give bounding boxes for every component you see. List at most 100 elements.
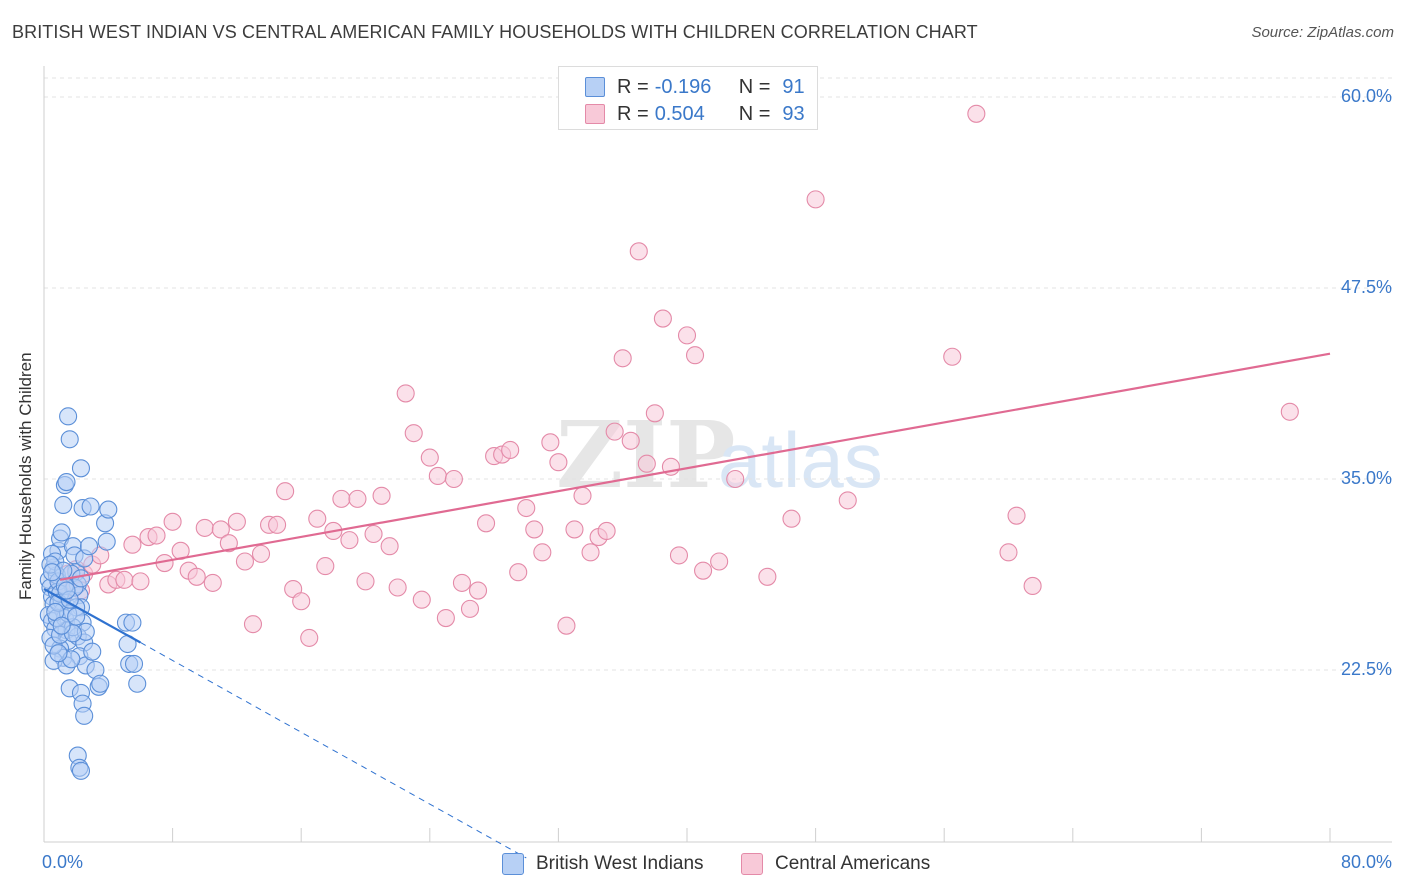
british-west-indians-point [71,761,91,780]
central-americans-point [444,469,463,489]
central-americans-point [203,573,222,592]
legend-n-label: N = [738,102,771,125]
central-americans-point [372,486,391,505]
legend-swatch-pink [585,104,605,124]
british-west-indians-point [97,532,116,551]
central-americans-point [115,570,134,589]
central-americans-point [452,573,472,592]
central-americans-point [967,104,986,123]
central-americans-point [187,567,206,586]
central-americans-point [694,561,713,580]
british-west-indians-point [52,523,71,542]
british-west-indians-point [99,500,118,519]
central-americans-point [565,520,584,539]
british-west-indians-point [42,563,62,582]
y-tick-label: 47.5% [1340,277,1392,297]
central-americans-point [131,572,150,591]
central-americans-point [211,520,230,539]
central-americans-point [380,537,399,556]
central-americans-point [525,520,544,539]
british-west-indians-point [57,473,76,492]
source-label: Source: ZipAtlas.com [1251,24,1394,41]
central-americans-point [838,491,857,510]
central-americans-point [195,518,214,537]
central-americans-point [420,448,439,467]
central-americans-point [605,422,624,441]
central-americans-point [557,616,576,635]
central-americans-point [597,521,616,541]
british-west-indians-point [49,644,68,663]
central-americans-point [782,509,801,528]
central-americans-point [412,590,431,609]
legend-n-label: N = [738,75,771,98]
british-west-indians-point [75,706,94,725]
central-americans-point [396,384,415,403]
central-americans-point [517,498,536,518]
y-tick-label: 22.5% [1340,659,1392,679]
legend-r-label: R = [617,102,649,125]
central-americans-point [163,512,182,531]
legend-n-value: 91 [782,75,805,98]
central-americans-points [51,104,1299,647]
central-americans-point [404,424,423,443]
central-americans-point [251,544,271,563]
legend-n-value: 93 [782,102,805,125]
central-americans-point [726,469,745,489]
central-americans-point [653,309,672,328]
central-americans-point [621,431,640,450]
british-west-indians-point [71,569,91,588]
british-west-indians-point [71,459,91,478]
british-west-indians-point [57,581,76,600]
central-americans-point [227,512,246,531]
central-americans-point [758,567,777,586]
british-west-indians-point [124,654,144,673]
central-americans-point [468,581,488,600]
legend-r-value: 0.504 [654,102,705,125]
legend-r-value: -0.196 [654,75,712,98]
central-americans-point [219,534,238,553]
bottom-legend-label: British West Indians [536,853,704,874]
gridlines [44,77,1392,671]
central-americans-point [509,563,528,582]
central-americans-point [533,543,552,562]
correlation-legend: R = -0.196 N = 91 R = 0.504 N = 93 [558,66,818,130]
central-americans-point [999,543,1018,562]
legend-row-british-west-indians: R = -0.196 N = 91 [585,75,805,99]
central-americans-point [356,572,375,591]
blue-trend-line [43,588,141,644]
central-americans-point [123,535,142,554]
central-americans-point [332,489,351,508]
central-americans-point [235,552,254,571]
watermark: ZIP atlas [556,401,883,509]
central-americans-point [477,514,496,533]
central-americans-point [268,515,287,534]
x-tick-label-min: 0.0% [42,852,84,872]
central-americans-point [428,466,447,485]
legend-row-central-americans: R = 0.504 N = 93 [585,102,805,126]
central-americans-point [573,486,592,505]
central-americans-point [276,482,295,501]
central-americans-point [549,453,568,472]
central-americans-point [147,526,166,545]
legend-r-label: R = [617,75,649,98]
central-americans-point [677,326,697,345]
central-americans-point [541,433,560,452]
central-americans-point [348,489,367,508]
british-west-indians-point [83,642,102,661]
british-west-indians-point [128,674,147,693]
central-americans-point [300,628,319,647]
central-americans-point [316,557,335,576]
blue-trend-line-extension [140,642,527,859]
y-tick-label: 35.0% [1340,468,1392,488]
central-americans-point [460,599,480,618]
british-west-indians-point [60,430,79,449]
axes [43,66,1392,843]
central-americans-point [637,454,656,473]
british-west-indians-point [54,495,73,515]
central-americans-point [685,346,705,365]
bottom-legend-central-americans: Central Americans [741,852,930,876]
central-americans-point [436,608,455,628]
british-west-indians-point [79,537,99,556]
british-west-indians-points [39,407,147,780]
